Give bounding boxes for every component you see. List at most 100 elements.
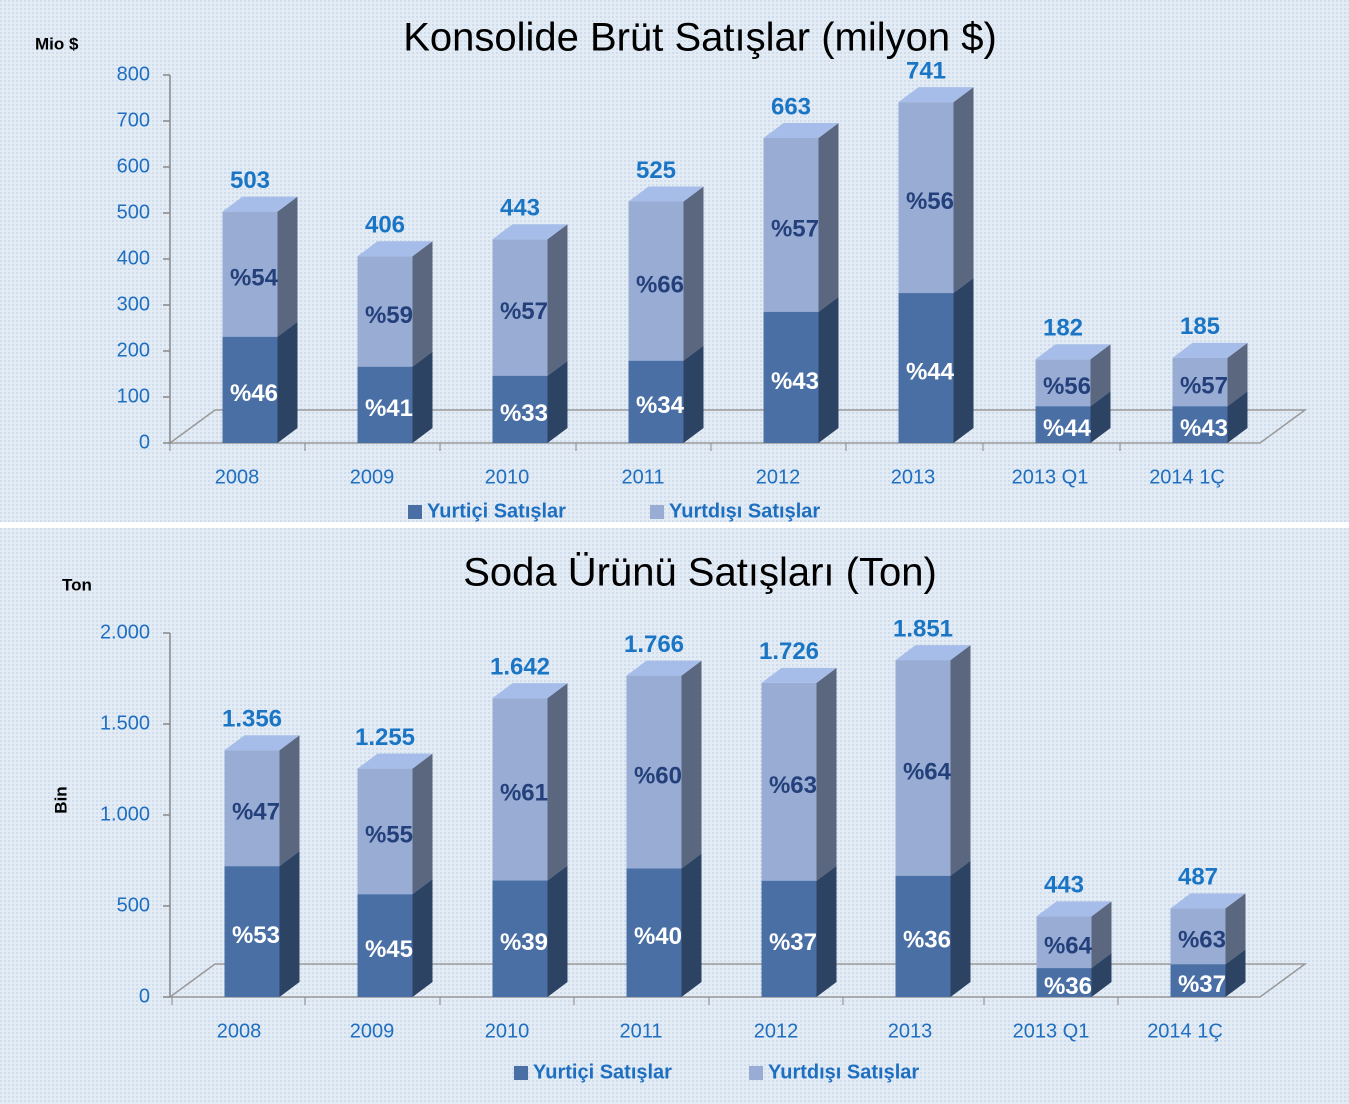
bar-top <box>1170 893 1246 909</box>
share-label: %44 <box>1043 415 1092 442</box>
bar <box>492 239 548 376</box>
bar-side <box>412 879 433 997</box>
bar-side <box>818 123 839 312</box>
bar-top <box>357 241 433 257</box>
bar-top <box>492 224 568 240</box>
share-label: %64 <box>1044 933 1093 960</box>
x-tick-label: 2013 <box>888 1020 933 1042</box>
bar-side <box>1227 391 1248 443</box>
bar-side <box>816 865 837 997</box>
y-tick-label: 2.000 <box>100 621 150 643</box>
bar-side <box>412 753 433 895</box>
share-label: %37 <box>769 929 817 956</box>
y-tick-label: 400 <box>117 247 150 269</box>
legend-label: Yurtdışı Satışlar <box>669 500 820 522</box>
share-label: %66 <box>636 271 684 298</box>
share-label: %36 <box>1044 973 1092 1000</box>
bar-top <box>895 645 971 661</box>
bar <box>222 336 278 443</box>
share-label: %34 <box>636 392 685 419</box>
y-tick-label: 600 <box>117 155 150 177</box>
total-label: 185 <box>1180 313 1220 340</box>
share-label: %56 <box>906 188 954 215</box>
bar <box>224 866 280 997</box>
bar <box>1172 357 1228 407</box>
floor <box>167 409 1308 444</box>
total-label: 1.851 <box>893 615 953 642</box>
x-tick-label: 2014 1Ç <box>1147 1020 1223 1042</box>
bar <box>895 660 951 876</box>
x-tick-label: 2008 <box>217 1020 262 1042</box>
bar <box>895 875 951 997</box>
bar <box>628 360 684 443</box>
bar-top <box>761 667 837 683</box>
chart-title: Konsolide Brüt Satışlar (milyon $) <box>403 16 997 60</box>
legend-label: Yurtiçi Satışlar <box>533 1061 672 1083</box>
y-tick-label: 700 <box>117 109 150 131</box>
bar-top <box>222 196 298 212</box>
total-label: 487 <box>1178 864 1218 891</box>
y-tick-label: 800 <box>117 63 150 85</box>
bar <box>1036 916 1092 969</box>
y-tick-label: 500 <box>117 201 150 223</box>
bar-top <box>626 660 702 676</box>
bar-side <box>412 351 433 443</box>
x-tick-label: 2009 <box>350 1020 395 1042</box>
bar <box>224 750 280 867</box>
bar-side <box>279 851 300 997</box>
x-tick-label: 2013 <box>891 466 936 488</box>
bar <box>1035 359 1091 407</box>
total-label: 1.642 <box>490 653 550 680</box>
share-label: %40 <box>634 923 682 950</box>
bar-side <box>1091 901 1112 969</box>
share-label: %36 <box>903 927 951 954</box>
bar <box>1172 406 1228 443</box>
total-label: 406 <box>365 212 405 239</box>
bar-top <box>898 87 974 103</box>
total-label: 1.356 <box>222 706 282 733</box>
bar-side <box>816 667 837 881</box>
x-tick-label: 2010 <box>485 1020 530 1042</box>
share-label: %45 <box>365 936 413 963</box>
share-label: %44 <box>906 358 955 385</box>
bar <box>763 311 819 443</box>
x-tick-label: 2012 <box>756 466 801 488</box>
total-label: 1.726 <box>759 638 819 665</box>
bar <box>357 366 413 443</box>
bar-side <box>950 860 971 997</box>
bar <box>492 375 548 443</box>
total-label: 741 <box>906 57 946 84</box>
y-tick-label: 300 <box>117 293 150 315</box>
bar-side <box>1225 949 1246 997</box>
bar-side <box>547 865 568 997</box>
bar-top <box>224 735 300 751</box>
bar-side <box>953 87 974 294</box>
bar <box>222 211 278 337</box>
x-tick-label: 2014 1Ç <box>1149 466 1225 488</box>
bar-top <box>492 683 568 699</box>
share-label: %37 <box>1178 971 1226 998</box>
y-tick-label: 100 <box>117 385 150 407</box>
bar-side <box>1090 391 1111 443</box>
bar-side <box>1225 893 1246 965</box>
share-label: %63 <box>1178 927 1226 954</box>
bar-top <box>628 186 704 202</box>
legend-label: Yurtiçi Satışlar <box>427 500 566 522</box>
total-label: 1.255 <box>355 724 415 751</box>
bar <box>898 293 954 443</box>
share-label: %57 <box>771 215 819 242</box>
y-axis-label: Bin <box>51 786 70 813</box>
bar <box>626 868 682 997</box>
total-label: 525 <box>636 157 676 184</box>
bar-top <box>1172 342 1248 358</box>
share-label: %60 <box>634 762 682 789</box>
share-label: %43 <box>771 368 819 395</box>
share-label: %61 <box>500 780 548 807</box>
bar-side <box>818 296 839 443</box>
share-label: %64 <box>903 758 952 785</box>
bar-side <box>683 186 704 361</box>
share-label: %46 <box>230 380 278 407</box>
bar-side <box>953 278 974 443</box>
